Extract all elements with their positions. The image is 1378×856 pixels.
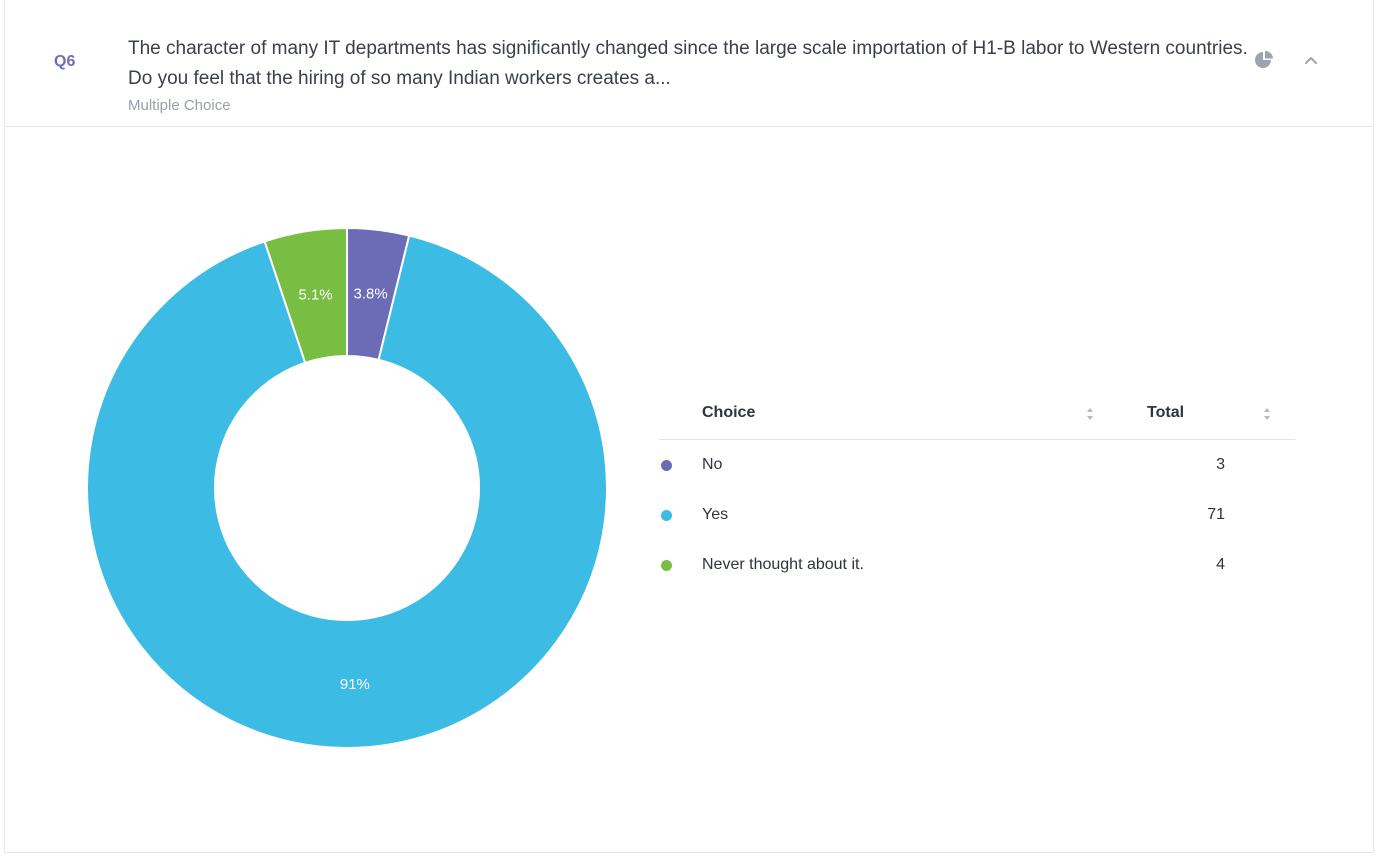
donut-slice[interactable] <box>86 234 608 749</box>
donut-slice[interactable] <box>263 226 348 365</box>
slice-label: 5.1% <box>298 287 332 304</box>
question-type: Multiple Choice <box>128 97 231 114</box>
question-text: The character of many IT departments has… <box>128 38 1248 89</box>
table-header: Choice Total <box>659 388 1295 440</box>
choice-label: Yes <box>702 506 729 523</box>
donut-chart: 3.8% 91% 5.1% <box>85 226 609 750</box>
choice-label: Never thought about it. <box>702 556 864 573</box>
sort-icon[interactable] <box>1263 406 1271 422</box>
slice-label: 91% <box>340 676 370 693</box>
choice-column-header[interactable]: Choice <box>702 404 756 421</box>
chevron-up-icon[interactable] <box>1302 52 1320 70</box>
table-row: Never thought about it. 4 <box>659 540 1295 590</box>
question-number: Q6 <box>54 53 76 70</box>
results-table: Choice Total No 3 Yes 71 <box>659 388 1295 590</box>
total-value: 4 <box>1216 556 1225 573</box>
choice-label: No <box>702 456 723 473</box>
legend-dot-icon <box>661 510 672 521</box>
legend-dot-icon <box>661 460 672 471</box>
table-row: No 3 <box>659 440 1295 490</box>
question-header: Q6 The character of many IT departments … <box>5 0 1373 127</box>
total-value: 3 <box>1216 456 1225 473</box>
total-column-header[interactable]: Total <box>1147 404 1185 421</box>
sort-icon[interactable] <box>1086 406 1094 422</box>
question-card: Q6 The character of many IT departments … <box>4 0 1374 853</box>
total-value: 71 <box>1207 506 1225 523</box>
pie-chart-icon[interactable] <box>1254 50 1274 70</box>
legend-dot-icon <box>661 560 672 571</box>
table-row: Yes 71 <box>659 490 1295 540</box>
slice-label: 3.8% <box>354 285 388 302</box>
